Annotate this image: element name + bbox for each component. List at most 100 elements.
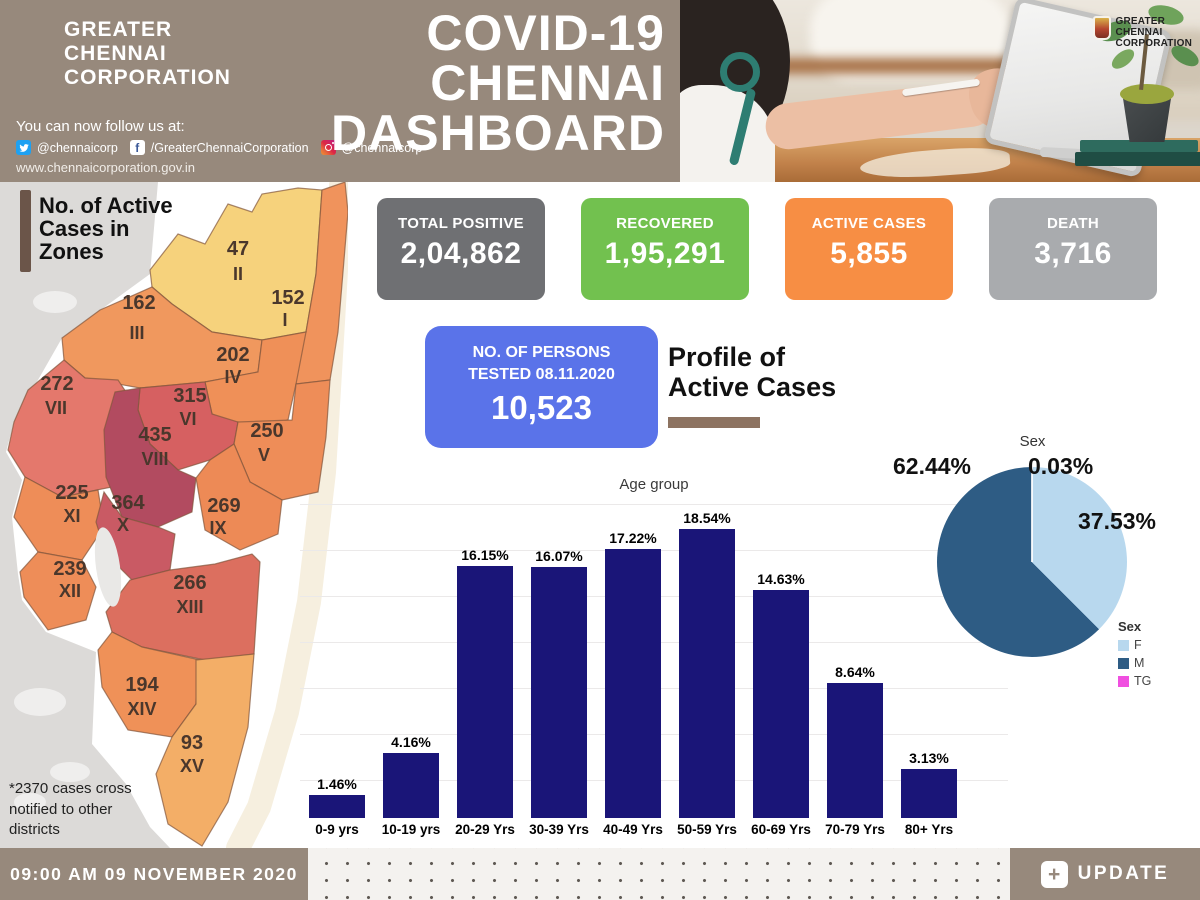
bar — [605, 549, 661, 818]
zone-cases-label: 194 — [125, 674, 159, 696]
bar-x-label: 80+ Yrs — [904, 822, 954, 837]
zone-roman-label: III — [129, 323, 144, 343]
bar-x-label: 30-39 Yrs — [529, 822, 589, 837]
bar — [753, 590, 809, 818]
header: GREATER CHENNAI CORPORATION You can now … — [0, 0, 1200, 182]
bar-value-label: 14.63% — [757, 571, 805, 587]
zone-roman-label: XII — [59, 581, 81, 601]
plus-icon: + — [1040, 860, 1068, 888]
footer-update-area: + UPDATE — [1010, 848, 1200, 900]
bar-value-label: 18.54% — [683, 510, 731, 526]
twitter-icon[interactable] — [16, 140, 31, 155]
zone-cases-label: 435 — [138, 424, 171, 446]
gridline — [300, 504, 1008, 505]
update-button[interactable]: + UPDATE — [1040, 860, 1170, 888]
bar-column: 18.54% — [670, 510, 744, 818]
facebook-icon[interactable]: f — [129, 140, 145, 155]
zone-roman-label: XIII — [176, 597, 203, 617]
zone-roman-label: VI — [179, 409, 196, 429]
website-link[interactable]: www.chennaicorporation.gov.in — [16, 160, 195, 175]
bar-value-label: 3.13% — [909, 750, 949, 766]
zone-roman-label: IX — [209, 518, 226, 538]
bar — [457, 566, 513, 818]
legend-row-m: M — [1118, 656, 1151, 670]
photo-corporation-logo: GREATER CHENNAI CORPORATION — [1092, 16, 1192, 50]
tested-card-label: NO. OF PERSONS TESTED 08.11.2020 — [468, 344, 615, 383]
bar-column: 3.13% — [892, 750, 966, 818]
zone-roman-label: I — [282, 310, 287, 330]
bar-x-label: 0-9 yrs — [315, 822, 359, 837]
social-row: @chennaicorp f /GreaterChennaiCorporatio… — [16, 140, 428, 155]
bar-value-label: 1.46% — [317, 776, 357, 792]
map-title-accent-bar — [20, 190, 31, 272]
bar-x-label: 60-69 Yrs — [751, 822, 811, 837]
map-title: No. of Active Cases in Zones — [39, 193, 173, 265]
stat-card-death: DEATH 3,716 — [989, 198, 1157, 300]
bar-column: 17.22% — [596, 530, 670, 818]
stat-card-label: RECOVERED — [616, 215, 714, 232]
zone-XI — [13, 476, 105, 561]
age-group-chart: Age group 1.46% 4.16% 16.15% 16.07% 17.22% 18… — [300, 472, 1008, 844]
pie-slice-divider — [1031, 467, 1033, 562]
bar-column: 8.64% — [818, 664, 892, 818]
sex-pie-chart: Sex 62.44% 0.03% 37.53% Sex F M TG — [893, 425, 1200, 725]
instagram-icon[interactable] — [320, 140, 336, 155]
photo-books — [1075, 152, 1200, 166]
stat-card-label: DEATH — [1046, 215, 1100, 232]
zone-roman-label: V — [258, 445, 270, 465]
facebook-handle[interactable]: /GreaterChennaiCorporation — [150, 140, 309, 155]
bar — [309, 795, 365, 818]
bar — [531, 567, 587, 818]
bar-x-label: 50-59 Yrs — [677, 822, 737, 837]
bar-column: 1.46% — [300, 776, 374, 818]
stat-card-value: 5,855 — [830, 237, 908, 270]
zone-IX — [195, 443, 283, 551]
pie-label-female: 37.53% — [1078, 508, 1157, 534]
zone-roman-label: VII — [45, 398, 67, 418]
bar-value-label: 16.15% — [461, 547, 509, 563]
bar-value-label: 16.07% — [535, 548, 583, 564]
stat-card-value: 1,95,291 — [604, 237, 726, 270]
zone-cases-label: 202 — [216, 344, 249, 366]
bar-value-label: 17.22% — [609, 530, 657, 546]
instagram-handle[interactable]: @chennaicorp — [341, 140, 423, 155]
bar-column: 14.63% — [744, 571, 818, 818]
zone-cases-label: 266 — [173, 572, 206, 594]
bar-column: 16.15% — [448, 547, 522, 818]
bar-column: 4.16% — [374, 734, 448, 818]
photo-stethoscope — [720, 52, 760, 92]
stat-card-recovered: RECOVERED 1,95,291 — [581, 198, 749, 300]
zone-cases-label: 152 — [271, 287, 304, 309]
zone-cases-label: 250 — [250, 420, 283, 442]
legend-swatch — [1118, 639, 1129, 651]
footer-timestamp: 09:00 AM 09 NOVEMBER 2020 — [0, 848, 308, 900]
zone-roman-label: XV — [180, 756, 204, 776]
stat-card-value: 2,04,862 — [400, 237, 522, 270]
map-footnote: *2370 cases cross notified to other dist… — [9, 780, 132, 839]
zone-roman-label: X — [117, 515, 129, 535]
legend-row-f: F — [1118, 638, 1151, 652]
update-button-label: UPDATE — [1077, 863, 1170, 884]
legend-swatch — [1118, 675, 1129, 687]
profile-section-title: Profile of Active Cases — [668, 342, 837, 403]
bars-row: 1.46% 4.16% 16.15% 16.07% 17.22% 18.54% 14.63%… — [300, 500, 966, 818]
age-chart-plot: 1.46% 4.16% 16.15% 16.07% 17.22% 18.54% 14.63%… — [300, 500, 1008, 818]
pie-label-tg: 0.03% — [1028, 453, 1094, 479]
zone-roman-label: XIV — [127, 699, 156, 719]
page-title: COVID-19 CHENNAI DASHBOARD — [331, 5, 665, 161]
zone-cases-label: 225 — [55, 482, 88, 504]
zone-roman-label: XI — [63, 506, 80, 526]
bar-x-label: 70-79 Yrs — [825, 822, 885, 837]
pie-legend-title: Sex — [1118, 619, 1142, 634]
age-chart-title: Age group — [619, 476, 689, 493]
twitter-handle[interactable]: @chennaicorp — [37, 140, 118, 155]
zone-VIII — [103, 387, 197, 528]
legend-label: TG — [1134, 674, 1152, 688]
photo-plant-moss — [1120, 84, 1174, 104]
age-chart-x-labels: 0-9 yrs 10-19 yrs 20-29 Yrs 30-39 Yrs 40-49 … — [300, 822, 966, 837]
zone-roman-label: IV — [224, 367, 241, 387]
legend-swatch — [1118, 657, 1129, 669]
zone-cases-label: 93 — [181, 732, 203, 754]
bar-x-label: 20-29 Yrs — [455, 822, 515, 837]
pie-label-male: 62.44% — [893, 453, 972, 479]
